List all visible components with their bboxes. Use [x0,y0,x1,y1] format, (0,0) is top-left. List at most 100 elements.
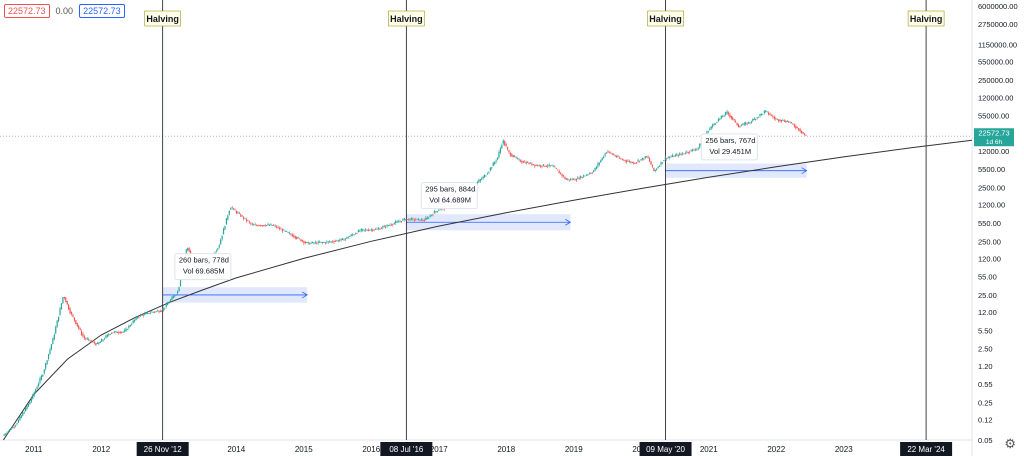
candle-body [303,240,305,244]
candle-body [749,122,751,124]
candle-body [607,151,609,153]
y-tick-label: 5500.00 [978,165,1005,174]
candle-body [267,224,269,226]
candle-body [126,329,129,330]
x-tick-label: 2018 [497,445,515,454]
candle-body [390,224,392,226]
candle-body [374,228,377,230]
candle-body [763,111,765,113]
candle-body [577,177,579,180]
candle-body [799,129,801,132]
candle-body [317,241,319,243]
candle-body [360,228,362,231]
range-info-volume: Vol 29.451M [709,147,751,156]
candle-body [382,226,384,228]
candle-body [681,153,684,155]
candle-body [340,238,342,241]
halving-label: Halving [390,14,423,24]
candle-body [436,211,438,212]
candle-body [336,240,338,242]
candle-body [713,123,715,126]
candle-body [594,167,596,171]
candle-body [36,386,38,390]
candle-body [610,152,612,154]
candle-body [412,218,414,220]
candle-body [45,363,47,369]
x-tick-label: 2017 [430,445,448,454]
candle-body [217,248,219,250]
candle-body [101,339,103,342]
candle-body [425,217,427,221]
candle-body [393,223,395,224]
candle-body [628,161,631,162]
candle-body [630,161,632,163]
halving-date-badge [136,442,189,456]
halving-label: Halving [910,14,943,24]
range-info-box [420,182,478,210]
candle-body [502,140,504,144]
candle-body [605,152,608,154]
candle-body [102,339,104,341]
candle-body [584,175,586,177]
candle-body [420,219,423,220]
y-tick-label: 2750000.00 [978,20,1018,29]
candle-body [691,149,694,151]
candle-body [674,154,676,156]
y-tick-label: 2500.00 [978,184,1005,193]
candle-body [293,235,295,238]
candle-body [392,224,394,226]
candle-body [383,225,385,228]
candle-body [189,250,192,254]
y-tick-label: 55.00 [978,273,997,282]
candle-body [805,134,807,136]
candle-body [311,241,314,244]
gear-icon[interactable]: ⚙ [1004,436,1016,451]
candle-body [122,331,124,333]
candle-body [626,160,628,162]
candle-body [723,115,725,117]
candle-body [313,242,315,244]
candle-body [479,179,481,182]
candle-body [644,156,646,159]
candle-body [757,116,760,118]
y-tick-label: 120.00 [978,254,1001,263]
candle-body [679,153,681,155]
candle-body [613,154,615,156]
candle-body [611,153,613,155]
candle-body [301,240,304,242]
candle-body [69,308,71,314]
candle-body [85,338,87,340]
candle-body [154,311,156,313]
candle-body [600,160,602,163]
candle-body [136,317,139,319]
candle-body [568,179,570,181]
candle-body [304,241,306,244]
candle-body [426,217,428,220]
candle-body [588,173,590,175]
candle-body [689,151,691,153]
candle-body [268,225,271,226]
candle-body [161,310,163,312]
candle-body [144,313,146,315]
candle-body [250,222,252,224]
candle-body [413,219,415,221]
candle-body [141,314,143,316]
candle-body [359,230,361,232]
range-info-volume: Vol 69.685M [183,267,225,276]
candle-body [83,336,86,339]
candle-body [175,294,177,296]
candle-body [62,297,64,304]
range-info-box [174,253,232,281]
candle-body [755,118,757,120]
candle-body [567,179,569,180]
candle-body [72,314,74,317]
candle-body [486,173,489,175]
candle-body [481,178,483,180]
candle-body [316,242,318,244]
candle-body [726,111,728,114]
y-tick-label: 1200.00 [978,201,1005,210]
candle-body [745,122,747,125]
y-tick-label: 0.25 [978,398,993,407]
ohlc-legend: 22572.73 0.00 22572.73 [4,4,125,18]
